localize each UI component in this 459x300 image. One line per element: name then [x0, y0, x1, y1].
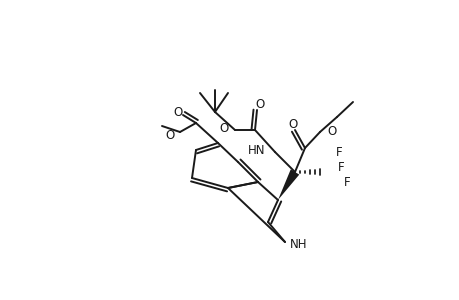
Text: HN: HN	[247, 143, 264, 157]
Text: O: O	[165, 128, 174, 142]
Text: F: F	[343, 176, 350, 190]
Text: O: O	[288, 118, 297, 130]
Text: F: F	[337, 160, 344, 173]
Text: F: F	[335, 146, 342, 158]
Polygon shape	[277, 169, 299, 200]
Text: NH: NH	[289, 238, 307, 251]
Text: O: O	[326, 124, 336, 137]
Text: O: O	[255, 98, 264, 110]
Text: O: O	[219, 122, 229, 134]
Text: O: O	[173, 106, 182, 118]
